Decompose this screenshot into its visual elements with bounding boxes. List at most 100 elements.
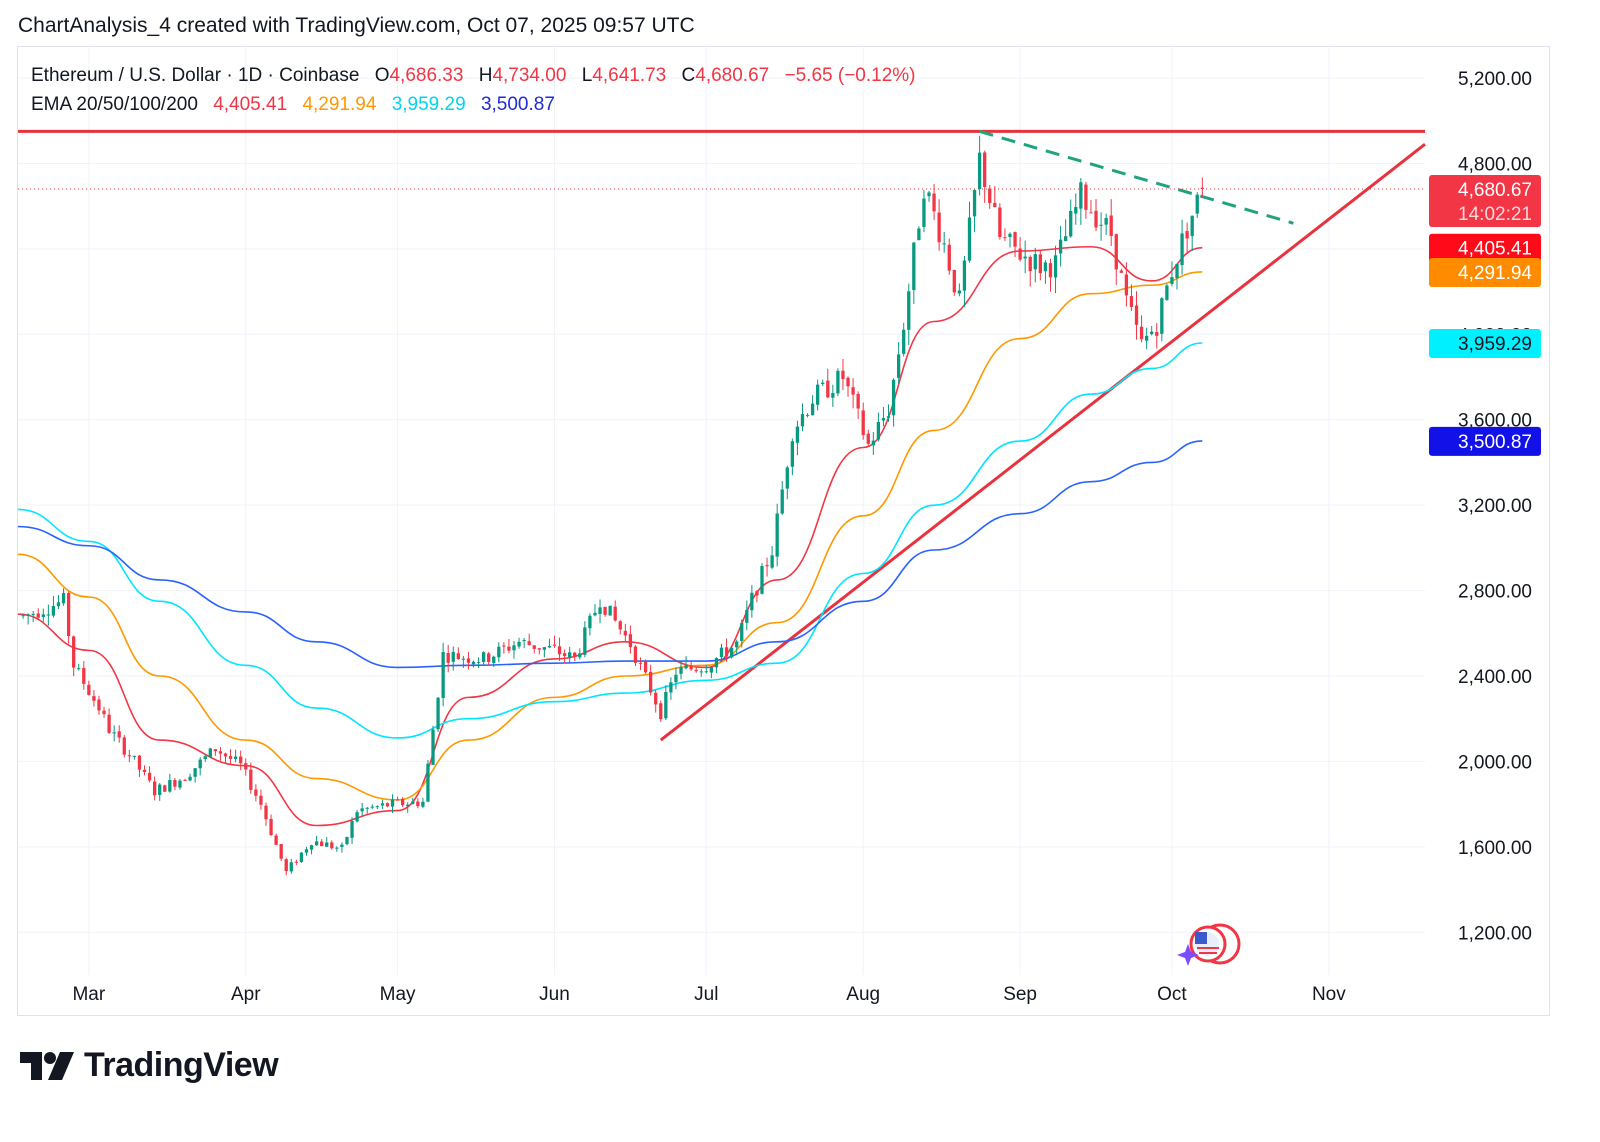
candle-body	[770, 555, 774, 568]
candle-body	[654, 692, 658, 705]
candle-body	[846, 377, 850, 387]
candle-body	[254, 789, 258, 796]
candle-body	[876, 422, 881, 440]
candle-body	[755, 591, 759, 596]
us-flag-event-icon[interactable]	[1189, 923, 1241, 965]
candle-body	[1109, 215, 1113, 236]
candle-body	[426, 763, 430, 802]
chart-frame[interactable]	[17, 46, 1550, 1016]
candle-body	[390, 799, 395, 807]
symbol-label[interactable]: Ethereum / U.S. Dollar · 1D · Coinbase	[31, 65, 360, 86]
candle-body	[967, 217, 972, 261]
candle-body	[218, 751, 223, 754]
tradingview-logo[interactable]: TradingView	[20, 1046, 279, 1085]
x-tick-label: Oct	[1157, 984, 1187, 1005]
candle-body	[502, 645, 506, 647]
candle-body	[446, 652, 450, 663]
candle-body	[117, 731, 121, 738]
countdown-value: 14:02:21	[1458, 204, 1532, 225]
high-value: 4,734.00	[492, 65, 567, 86]
candle-body	[471, 661, 476, 665]
last-price-value: 4,680.67	[1458, 180, 1532, 201]
candle-body	[522, 640, 526, 642]
low-value: 4,641.73	[592, 65, 667, 86]
candle-body	[740, 623, 744, 641]
open-label: O	[374, 65, 390, 86]
candle-body	[1079, 182, 1083, 209]
candle-body	[122, 737, 126, 755]
candle-body	[912, 242, 916, 291]
y-tick-label: 3,200.00	[1458, 496, 1532, 517]
candle-body	[988, 188, 992, 203]
candle-body	[21, 615, 25, 617]
candle-body	[942, 243, 946, 245]
x-tick-label: Jun	[539, 984, 570, 1005]
candle-body	[861, 410, 865, 436]
x-tick-label: May	[380, 984, 416, 1005]
candle-body	[1119, 270, 1123, 273]
ema50-price-tag-value: 4,291.94	[1458, 263, 1532, 284]
candle-body	[729, 647, 734, 658]
candle-body	[1180, 233, 1184, 266]
candle-body	[1013, 232, 1017, 247]
candle-body	[127, 755, 131, 757]
candle-body	[816, 384, 820, 405]
candle-body	[557, 646, 562, 655]
ema20-price-tag-value: 4,405.41	[1458, 239, 1532, 260]
candle-body	[476, 662, 481, 664]
candle-body	[593, 612, 597, 616]
candle-body	[497, 646, 501, 658]
candle-body	[158, 784, 162, 795]
candle-body	[264, 805, 268, 820]
events	[1177, 923, 1241, 966]
candle-body	[406, 804, 410, 807]
candle-body	[1139, 326, 1144, 340]
candle-body	[289, 862, 293, 872]
ema100-price-tag-value: 3,959.29	[1458, 334, 1532, 355]
candle-body	[598, 607, 602, 614]
candle-body	[1124, 274, 1129, 296]
candle-body	[1155, 331, 1159, 336]
candle-body	[451, 651, 455, 662]
candle-body	[183, 779, 187, 781]
candle-body	[77, 668, 81, 670]
candle-body	[228, 756, 233, 759]
ema20-price-tag	[1429, 233, 1541, 263]
candle-body	[542, 647, 547, 650]
candle-body	[927, 192, 931, 197]
x-tick-label: Mar	[72, 984, 105, 1005]
candle-body	[765, 565, 769, 567]
ema-label[interactable]: EMA 20/50/100/200	[31, 94, 198, 115]
candle-body	[750, 592, 754, 611]
x-tick-label: Nov	[1312, 984, 1346, 1005]
candle-body	[82, 667, 86, 684]
candle-body	[745, 609, 749, 623]
ema200-line	[17, 440, 1203, 669]
candle-body	[274, 835, 278, 845]
candle-body	[279, 844, 283, 859]
candle-body	[1114, 234, 1118, 270]
candle-body	[790, 441, 795, 467]
candle-body	[547, 646, 552, 648]
candle-body	[1053, 255, 1058, 278]
candle-body	[937, 212, 941, 243]
candle-body	[153, 781, 157, 796]
candle-body	[1099, 224, 1103, 226]
candle-body	[648, 671, 653, 693]
last-price-tag	[1429, 174, 1541, 227]
candle-body	[112, 732, 116, 734]
candle-body	[203, 756, 207, 760]
candle-body	[573, 652, 577, 657]
chart-attribution: ChartAnalysis_4 created with TradingView…	[18, 14, 695, 37]
candle-body	[866, 433, 870, 444]
y-tick-label: 1,600.00	[1458, 838, 1532, 859]
candle-body	[198, 759, 202, 769]
y-tick-label: 2,000.00	[1458, 752, 1532, 773]
candles	[21, 135, 1204, 876]
y-tick-label: 2,400.00	[1458, 667, 1532, 688]
candle-body	[851, 387, 855, 395]
candle-body	[1074, 206, 1078, 214]
candle-body	[411, 801, 415, 805]
tradingview-logo-text: TradingView	[84, 1046, 279, 1084]
